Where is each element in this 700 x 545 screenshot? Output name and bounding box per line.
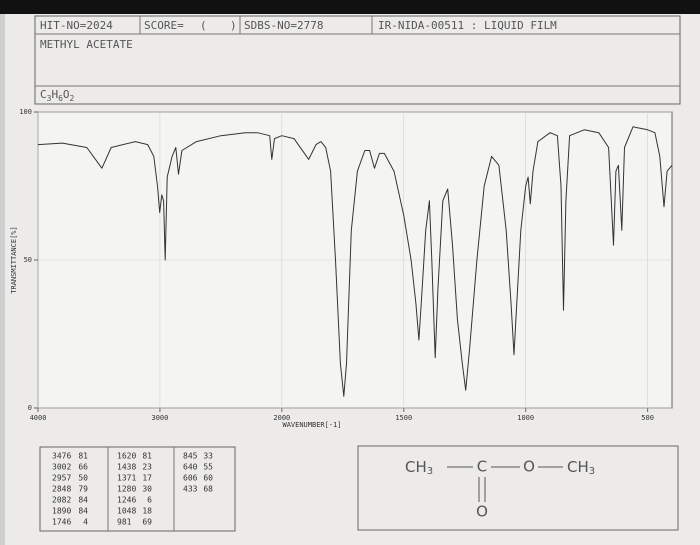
hit-no: HIT-NO=2024 bbox=[40, 19, 113, 32]
peak-transmittance: 81 bbox=[78, 452, 88, 461]
formula-part: 2 bbox=[70, 94, 75, 103]
peak-transmittance: 68 bbox=[203, 485, 213, 494]
y-axis-label: TRANSMITTANCE[%] bbox=[10, 226, 18, 293]
formula-part: H bbox=[51, 88, 58, 101]
peak-wavenumber: 2848 bbox=[52, 485, 71, 494]
x-tick-label: 1000 bbox=[517, 414, 534, 422]
atom-label: CH bbox=[405, 458, 427, 476]
score-bracket: ( bbox=[200, 19, 207, 32]
atom: O bbox=[523, 458, 535, 476]
atom: C bbox=[477, 458, 487, 476]
peak-transmittance: 69 bbox=[142, 518, 152, 527]
sdbs-no: SDBS-NO=2778 bbox=[244, 19, 323, 32]
peak-wavenumber: 1746 bbox=[52, 518, 71, 527]
formula-part: O bbox=[63, 88, 70, 101]
peak-transmittance: 17 bbox=[142, 474, 152, 483]
x-tick-label: 2000 bbox=[273, 414, 290, 422]
formula: C3H6O2 bbox=[40, 88, 75, 103]
x-tick-label: 500 bbox=[641, 414, 654, 422]
peak-wavenumber: 845 bbox=[183, 452, 198, 461]
score: SCORE= bbox=[144, 19, 184, 32]
left-edge bbox=[0, 14, 5, 545]
peak-wavenumber: 1246 bbox=[117, 496, 136, 505]
formula-part: 3 bbox=[47, 94, 52, 103]
y-tick-label: 0 bbox=[28, 404, 32, 412]
structure-box bbox=[357, 445, 679, 531]
peak-transmittance: 84 bbox=[78, 507, 88, 516]
x-tick-label: 3000 bbox=[151, 414, 168, 422]
peak-wavenumber: 1438 bbox=[117, 463, 136, 472]
header-box bbox=[34, 15, 681, 105]
peak-transmittance: 84 bbox=[78, 496, 88, 505]
spectrum-line bbox=[37, 126, 673, 397]
peak-transmittance: 4 bbox=[83, 518, 88, 527]
x-axis-label: WAVENUMBER[-1] bbox=[282, 421, 341, 429]
atom-label: 3 bbox=[427, 466, 433, 477]
x-tick-label: 1500 bbox=[395, 414, 412, 422]
peak-wavenumber: 2082 bbox=[52, 496, 71, 505]
atom: CH3 bbox=[567, 458, 595, 478]
peak-wavenumber: 606 bbox=[183, 474, 198, 483]
atom-label: 3 bbox=[589, 466, 595, 477]
peak-wavenumber: 1280 bbox=[117, 485, 136, 494]
source: IR-NIDA-00511 : LIQUID FILM bbox=[378, 19, 557, 32]
peak-transmittance: 30 bbox=[142, 485, 152, 494]
peak-transmittance: 79 bbox=[78, 485, 88, 494]
atom: O bbox=[476, 503, 488, 521]
peak-wavenumber: 433 bbox=[183, 485, 198, 494]
compound-name: METHYL ACETATE bbox=[40, 38, 133, 51]
peak-wavenumber: 3476 bbox=[52, 452, 71, 461]
peak-wavenumber: 640 bbox=[183, 463, 198, 472]
peak-transmittance: 50 bbox=[78, 474, 88, 483]
peak-wavenumber: 1371 bbox=[117, 474, 136, 483]
formula-part: C bbox=[40, 88, 47, 101]
peak-wavenumber: 2957 bbox=[52, 474, 71, 483]
peak-wavenumber: 1048 bbox=[117, 507, 136, 516]
atom: CH3 bbox=[405, 458, 433, 478]
x-tick-label: 4000 bbox=[30, 414, 47, 422]
peak-wavenumber: 1890 bbox=[52, 507, 71, 516]
peak-transmittance: 33 bbox=[203, 452, 213, 461]
y-tick-label: 100 bbox=[19, 108, 32, 116]
peak-wavenumber: 3002 bbox=[52, 463, 71, 472]
peak-table-box bbox=[39, 446, 236, 532]
chart: 4000 3000 2000 1500 1000 500 0 50 100 bbox=[19, 108, 673, 422]
peak-transmittance: 66 bbox=[78, 463, 88, 472]
top-strip bbox=[0, 0, 700, 14]
y-tick-label: 50 bbox=[24, 256, 32, 264]
peak-transmittance: 23 bbox=[142, 463, 152, 472]
peak-wavenumber: 1620 bbox=[117, 452, 136, 461]
peak-transmittance: 18 bbox=[142, 507, 152, 516]
atom-label: CH bbox=[567, 458, 589, 476]
peak-transmittance: 81 bbox=[142, 452, 152, 461]
peak-transmittance: 55 bbox=[203, 463, 213, 472]
structure: CH3 C O CH3 O bbox=[405, 458, 595, 521]
peak-wavenumber: 981 bbox=[117, 518, 132, 527]
peak-transmittance: 60 bbox=[203, 474, 213, 483]
score-bracket: ) bbox=[230, 19, 237, 32]
formula-part: 6 bbox=[58, 94, 63, 103]
peak-transmittance: 6 bbox=[147, 496, 152, 505]
